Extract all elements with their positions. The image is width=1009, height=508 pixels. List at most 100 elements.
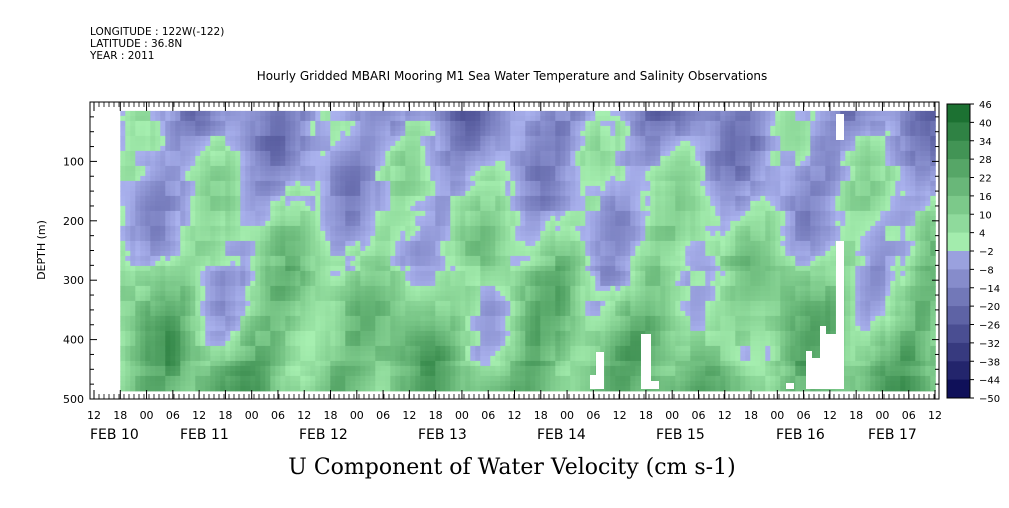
heatmap-cell xyxy=(465,255,471,262)
heatmap-cell xyxy=(320,125,326,132)
heatmap-cell xyxy=(175,155,181,162)
heatmap-cell xyxy=(165,240,171,247)
heatmap-cell xyxy=(445,155,451,162)
heatmap-cell xyxy=(380,335,386,342)
heatmap-cell xyxy=(380,345,386,352)
heatmap-cell xyxy=(255,135,261,142)
heatmap-cell xyxy=(395,325,401,332)
heatmap-cell xyxy=(125,270,131,277)
heatmap-cell xyxy=(490,190,496,197)
heatmap-cell xyxy=(550,200,556,207)
heatmap-cell xyxy=(290,205,296,212)
heatmap-cell xyxy=(260,150,266,157)
heatmap-cell xyxy=(200,300,206,307)
heatmap-cell xyxy=(370,315,376,322)
heatmap-cell xyxy=(170,300,176,307)
heatmap-cell xyxy=(485,145,491,152)
heatmap-cell xyxy=(295,300,301,307)
heatmap-cell xyxy=(150,155,156,162)
heatmap-cell xyxy=(485,245,491,252)
heatmap-cell xyxy=(275,340,281,347)
heatmap-cell xyxy=(490,165,496,172)
heatmap-cell xyxy=(260,265,266,272)
heatmap-cell xyxy=(330,330,336,337)
heatmap-cell xyxy=(400,130,406,137)
heatmap-cell xyxy=(490,185,496,192)
heatmap-cell xyxy=(215,350,221,357)
heatmap-cell xyxy=(470,385,476,392)
heatmap-cell xyxy=(295,230,301,237)
heatmap-cell xyxy=(410,235,416,242)
heatmap-cell xyxy=(155,125,161,132)
heatmap-cell xyxy=(315,155,321,162)
heatmap-cell xyxy=(385,245,391,252)
heatmap-cell xyxy=(295,325,301,332)
heatmap-cell xyxy=(350,235,356,242)
heatmap-cell xyxy=(185,115,191,122)
heatmap-cell xyxy=(430,175,436,182)
heatmap-cell xyxy=(135,230,141,237)
heatmap-cell xyxy=(195,300,201,307)
heatmap-cell xyxy=(475,125,481,132)
heatmap-cell xyxy=(185,280,191,287)
heatmap-cell xyxy=(270,235,276,242)
heatmap-cell xyxy=(130,260,136,267)
heatmap-cell xyxy=(360,330,366,337)
heatmap-cell xyxy=(135,325,141,332)
heatmap-cell xyxy=(230,330,236,337)
heatmap-cell xyxy=(330,130,336,137)
heatmap-cell xyxy=(420,220,426,227)
heatmap-cell xyxy=(390,145,396,152)
heatmap-cell xyxy=(325,180,331,187)
heatmap-cell xyxy=(305,265,311,272)
heatmap-cell xyxy=(420,140,426,147)
heatmap-cell xyxy=(385,265,391,272)
heatmap-cell xyxy=(295,365,301,372)
heatmap-cell xyxy=(355,205,361,212)
heatmap-cell xyxy=(435,360,441,367)
heatmap-cell xyxy=(265,250,271,257)
heatmap-cell xyxy=(125,125,131,132)
heatmap-cell xyxy=(225,165,231,172)
heatmap-cell xyxy=(225,295,231,302)
heatmap-cell xyxy=(195,250,201,257)
heatmap-cell xyxy=(410,130,416,137)
heatmap-cell xyxy=(145,180,151,187)
heatmap-cell xyxy=(385,195,391,202)
heatmap-cell xyxy=(500,245,506,252)
heatmap-cell xyxy=(145,250,151,257)
heatmap-cell xyxy=(485,215,491,222)
heatmap-cell xyxy=(320,225,326,232)
heatmap-cell xyxy=(125,335,131,342)
heatmap-cell xyxy=(295,120,301,127)
heatmap-cell xyxy=(140,235,146,242)
heatmap-cell xyxy=(380,315,386,322)
heatmap-cell xyxy=(240,330,246,337)
heatmap-cell xyxy=(465,260,471,267)
heatmap-cell xyxy=(130,340,136,347)
heatmap-cell xyxy=(205,365,211,372)
heatmap-cell xyxy=(120,360,126,367)
heatmap-cell xyxy=(255,305,261,312)
heatmap-cell xyxy=(400,135,406,142)
heatmap-cell xyxy=(235,225,241,232)
heatmap-cell xyxy=(180,275,186,282)
heatmap-cell xyxy=(415,335,421,342)
heatmap-cell xyxy=(425,120,431,127)
heatmap-cell xyxy=(385,260,391,267)
heatmap-cell xyxy=(350,250,356,257)
heatmap-cell xyxy=(165,245,171,252)
heatmap-cell xyxy=(270,215,276,222)
heatmap-cell xyxy=(310,195,316,202)
heatmap-cell xyxy=(340,120,346,127)
heatmap-cell xyxy=(370,325,376,332)
heatmap-cell xyxy=(235,170,241,177)
heatmap-cell xyxy=(380,325,386,332)
heatmap-cell xyxy=(180,250,186,257)
heatmap-cell xyxy=(460,225,466,232)
heatmap-cell xyxy=(310,130,316,137)
heatmap-cell xyxy=(515,380,521,387)
heatmap-cell xyxy=(320,270,326,277)
heatmap-cell xyxy=(470,135,476,142)
heatmap-cell xyxy=(475,170,481,177)
